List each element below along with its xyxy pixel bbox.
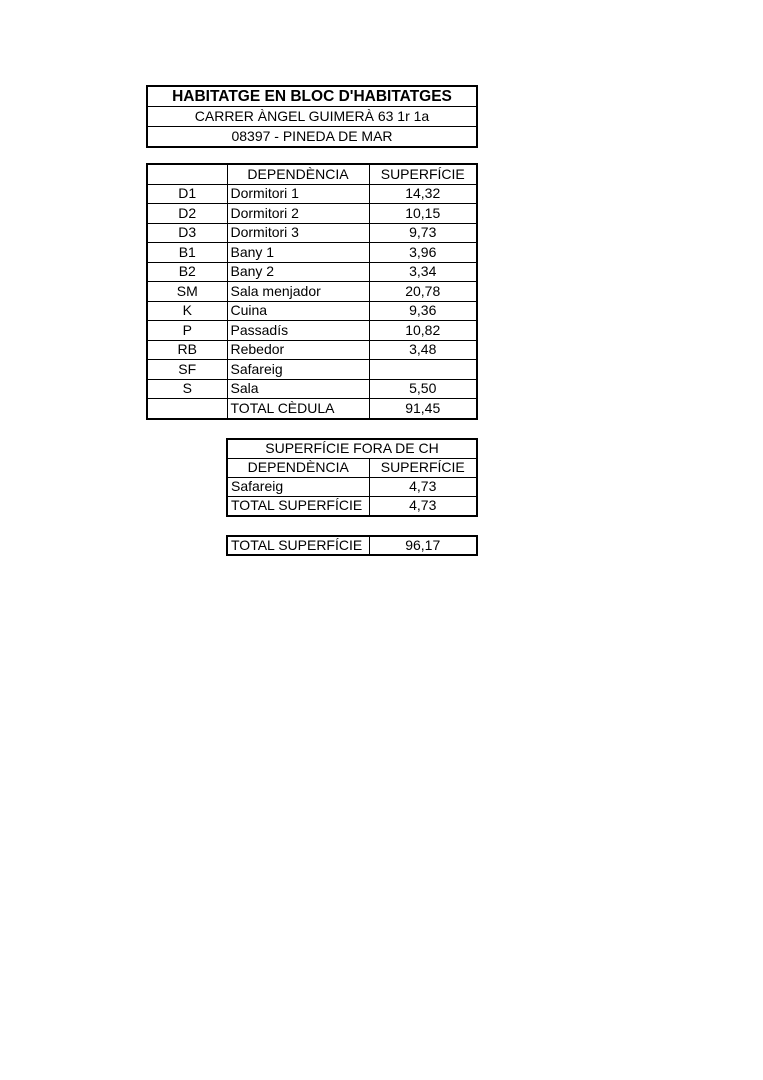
outside-superficie-column-header: SUPERFÍCIE xyxy=(368,458,478,478)
property-header-box: HABITATGE EN BLOC D'HABITATGES CARRER ÀN… xyxy=(146,85,478,148)
room-area: 3,96 xyxy=(368,242,478,263)
property-title: HABITATGE EN BLOC D'HABITATGES xyxy=(146,85,478,107)
property-title-row: HABITATGE EN BLOC D'HABITATGES xyxy=(146,85,478,107)
dependencia-column-header: DEPENDÈNCIA xyxy=(226,163,370,185)
total-cedula-empty-cell xyxy=(146,398,228,419)
grand-total-value: 96,17 xyxy=(368,535,478,556)
outside-table-title: SUPERFÍCIE FORA DE CH xyxy=(226,438,478,459)
superficie-column-header: SUPERFÍCIE xyxy=(368,163,478,185)
outside-title-row: SUPERFÍCIE FORA DE CH xyxy=(226,438,478,459)
room-name: Dormitori 3 xyxy=(226,222,370,243)
outside-total-row: TOTAL SUPERFÍCIE 4,73 xyxy=(226,496,478,517)
property-postal-city-row: 08397 - PINEDA DE MAR xyxy=(146,126,478,148)
room-code: RB xyxy=(146,339,228,360)
total-cedula-label: TOTAL CÈDULA xyxy=(226,398,370,419)
room-name: Passadís xyxy=(226,320,370,341)
grand-total-table: TOTAL SUPERFÍCIE 96,17 xyxy=(226,535,478,556)
room-code: S xyxy=(146,378,228,399)
table-row: D2 Dormitori 2 10,15 xyxy=(146,203,478,224)
total-cedula-value: 91,45 xyxy=(368,398,478,419)
grand-total-label: TOTAL SUPERFÍCIE xyxy=(226,535,370,556)
room-area: 4,73 xyxy=(368,477,478,497)
outside-ch-table: SUPERFÍCIE FORA DE CH DEPENDÈNCIA SUPERF… xyxy=(226,438,478,517)
room-name: Bany 1 xyxy=(226,242,370,263)
room-code: B2 xyxy=(146,261,228,282)
room-area: 10,15 xyxy=(368,203,478,224)
table-row: P Passadís 10,82 xyxy=(146,320,478,341)
table-row: D3 Dormitori 3 9,73 xyxy=(146,222,478,243)
table-row: SM Sala menjador 20,78 xyxy=(146,281,478,302)
table-row: Safareig 4,73 xyxy=(226,477,478,497)
code-column-header xyxy=(146,163,228,185)
room-area: 14,32 xyxy=(368,183,478,204)
room-code: D1 xyxy=(146,183,228,204)
room-name: Safareig xyxy=(226,359,370,380)
room-code: D3 xyxy=(146,222,228,243)
rooms-table-body: D1 Dormitori 1 14,32 D2 Dormitori 2 10,15 D3 Do… xyxy=(146,183,478,399)
property-postal-city: 08397 - PINEDA DE MAR xyxy=(146,126,478,148)
room-code: SF xyxy=(146,359,228,380)
table-row: B1 Bany 1 3,96 xyxy=(146,242,478,263)
room-name: Sala xyxy=(226,378,370,399)
table-row: SF Safareig xyxy=(146,359,478,380)
room-area: 5,50 xyxy=(368,378,478,399)
room-name: Rebedor xyxy=(226,339,370,360)
property-address-row: CARRER ÀNGEL GUIMERÀ 63 1r 1a xyxy=(146,106,478,127)
room-name: Dormitori 1 xyxy=(226,183,370,204)
room-name: Dormitori 2 xyxy=(226,203,370,224)
table-row: K Cuina 9,36 xyxy=(146,300,478,321)
room-code: K xyxy=(146,300,228,321)
room-name: Bany 2 xyxy=(226,261,370,282)
outside-total-label: TOTAL SUPERFÍCIE xyxy=(226,496,370,517)
rooms-table-header-row: DEPENDÈNCIA SUPERFÍCIE xyxy=(146,163,478,185)
table-row: RB Rebedor 3,48 xyxy=(146,339,478,360)
room-code: SM xyxy=(146,281,228,302)
room-name: Cuina xyxy=(226,300,370,321)
room-area xyxy=(368,359,478,380)
room-name: Safareig xyxy=(226,477,370,497)
room-code: P xyxy=(146,320,228,341)
outside-dependencia-column-header: DEPENDÈNCIA xyxy=(226,458,370,478)
total-cedula-row: TOTAL CÈDULA 91,45 xyxy=(146,398,478,419)
room-name: Sala menjador xyxy=(226,281,370,302)
room-area: 20,78 xyxy=(368,281,478,302)
rooms-table: DEPENDÈNCIA SUPERFÍCIE D1 Dormitori 1 14,3… xyxy=(146,163,478,420)
property-address: CARRER ÀNGEL GUIMERÀ 63 1r 1a xyxy=(146,106,478,127)
room-area: 3,34 xyxy=(368,261,478,282)
room-code: B1 xyxy=(146,242,228,263)
room-code: D2 xyxy=(146,203,228,224)
outside-header-row: DEPENDÈNCIA SUPERFÍCIE xyxy=(226,458,478,478)
grand-total-row: TOTAL SUPERFÍCIE 96,17 xyxy=(226,535,478,556)
table-row: B2 Bany 2 3,34 xyxy=(146,261,478,282)
room-area: 3,48 xyxy=(368,339,478,360)
table-row: D1 Dormitori 1 14,32 xyxy=(146,183,478,204)
room-area: 9,36 xyxy=(368,300,478,321)
table-row: S Sala 5,50 xyxy=(146,378,478,399)
room-area: 10,82 xyxy=(368,320,478,341)
room-area: 9,73 xyxy=(368,222,478,243)
outside-total-value: 4,73 xyxy=(368,496,478,517)
